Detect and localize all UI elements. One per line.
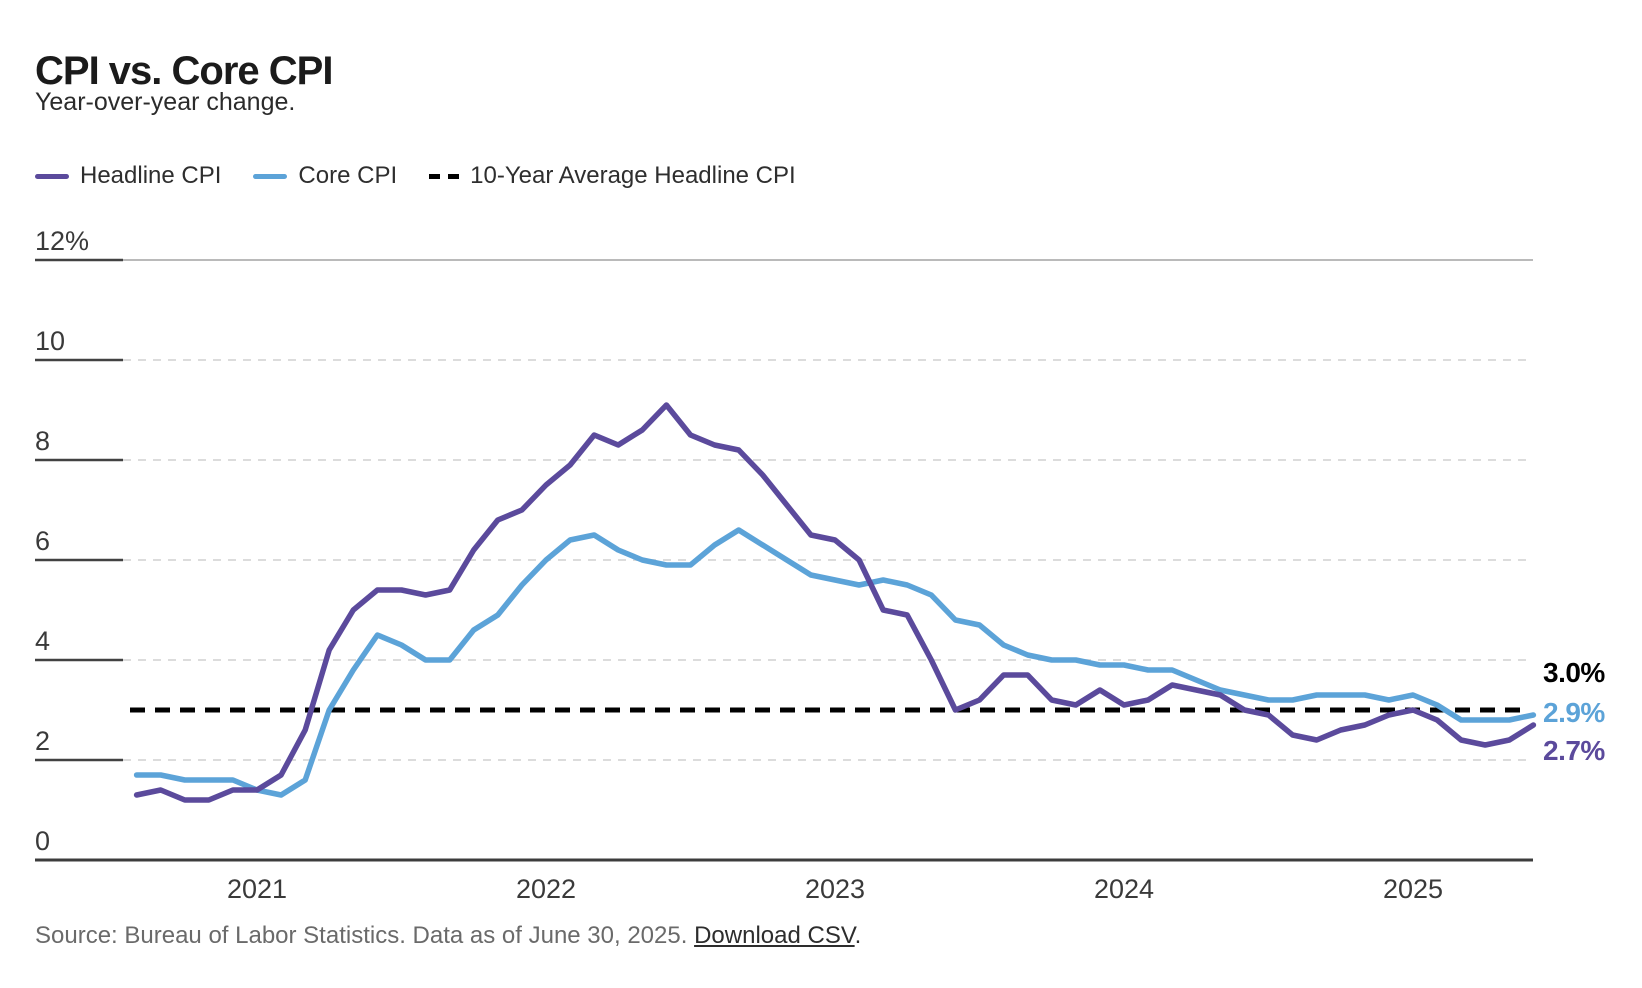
x-tick-label: 2021 xyxy=(227,874,287,904)
core-cpi-line-swatch xyxy=(253,173,288,179)
legend-label-core-cpi: Core CPI xyxy=(298,162,398,189)
y-tick-label: 4 xyxy=(35,626,50,656)
y-tick-label: 0 xyxy=(35,826,50,856)
legend-label-average: 10-Year Average Headline CPI xyxy=(470,162,796,189)
end-label-core-cpi: 2.9% xyxy=(1543,697,1605,728)
legend-label-headline-cpi: Headline CPI xyxy=(80,162,222,189)
chart-legend: Headline CPI Core CPI 10-Year Average He… xyxy=(35,162,796,190)
headline-cpi-line-swatch xyxy=(35,173,69,179)
headline-cpi-line xyxy=(133,402,1537,803)
y-tick-label: 2 xyxy=(35,726,50,756)
legend-item-headline-cpi: Headline CPI xyxy=(35,162,221,190)
page-title: CPI vs. Core CPI xyxy=(35,48,333,93)
line-chart: 12% 10 8 6 4 2 0 2021 2022 2023 2024 2025 3.0% 2.9%… xyxy=(0,210,1642,920)
y-tick-label: 8 xyxy=(35,426,50,456)
y-tick-label: 12% xyxy=(35,226,89,256)
source-note: Source: Bureau of Labor Statistics. Data… xyxy=(35,922,862,949)
x-tick-label: 2022 xyxy=(516,874,576,904)
x-tick-label: 2024 xyxy=(1094,874,1154,904)
chart-subtitle: Year-over-year change. xyxy=(35,88,296,116)
y-tick-label: 6 xyxy=(35,526,50,556)
dashed-line-swatch xyxy=(429,173,460,179)
download-csv-link[interactable]: Download CSV xyxy=(694,922,855,949)
x-tick-label: 2025 xyxy=(1383,874,1443,904)
source-text: Source: Bureau of Labor Statistics. Data… xyxy=(35,922,688,949)
legend-item-core-cpi: Core CPI xyxy=(253,162,397,190)
x-tick-label: 2023 xyxy=(805,874,865,904)
core-cpi-line xyxy=(133,527,1537,798)
y-tick-label: 10 xyxy=(35,326,65,356)
chart-canvas: 12% 10 8 6 4 2 0 2021 2022 2023 2024 2025 xyxy=(35,226,1537,904)
end-label-headline-cpi: 2.7% xyxy=(1543,735,1605,766)
end-label-average: 3.0% xyxy=(1543,657,1605,688)
legend-item-average: 10-Year Average Headline CPI xyxy=(429,162,796,190)
